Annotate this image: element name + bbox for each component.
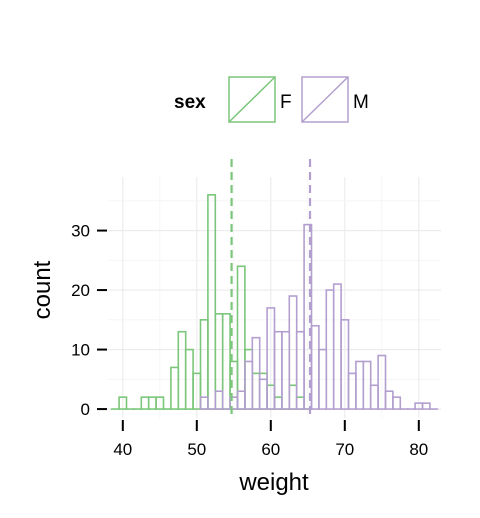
histogram-bar-m	[377, 354, 387, 410]
y-axis-title: count	[29, 260, 56, 319]
x-axis: 40 50 60 70 80	[113, 420, 428, 459]
legend-label-m: M	[353, 92, 369, 113]
histogram-bar-m	[251, 336, 261, 410]
legend-key-m-diagonal	[301, 76, 349, 123]
y-axis: 0 10 20 30	[71, 222, 107, 419]
legend-label-f: F	[280, 92, 292, 113]
histogram-bar-m	[199, 396, 209, 410]
histogram-bar-m	[392, 396, 402, 410]
y-tick-label: 30	[71, 222, 90, 241]
histogram-bar-m	[340, 319, 350, 410]
x-axis-title: weight	[238, 469, 309, 496]
x-tick-label: 40	[113, 440, 132, 459]
legend: sex F M	[174, 76, 369, 123]
legend-key-f-box	[228, 76, 276, 123]
legend-key-m	[301, 76, 349, 123]
legend-title: sex	[174, 92, 206, 113]
legend-key-f-diagonal	[228, 76, 276, 123]
y-tick-label: 10	[71, 341, 90, 360]
y-tick-label: 0	[81, 400, 90, 419]
histogram-bar-m	[303, 223, 313, 410]
x-tick-label: 60	[261, 440, 280, 459]
x-tick-label: 50	[187, 440, 206, 459]
x-tick-label: 70	[335, 440, 354, 459]
legend-key-f	[228, 76, 276, 123]
histogram-bar-m	[214, 390, 224, 410]
series-m-bars	[199, 223, 439, 410]
legend-key-m-box	[301, 76, 349, 123]
histogram-bar-m	[421, 402, 431, 410]
histogram-bar-f	[118, 396, 128, 410]
x-tick-label: 80	[409, 440, 428, 459]
y-tick-label: 20	[71, 281, 90, 300]
histogram-bar-f	[155, 396, 165, 410]
mean-lines	[230, 159, 312, 418]
